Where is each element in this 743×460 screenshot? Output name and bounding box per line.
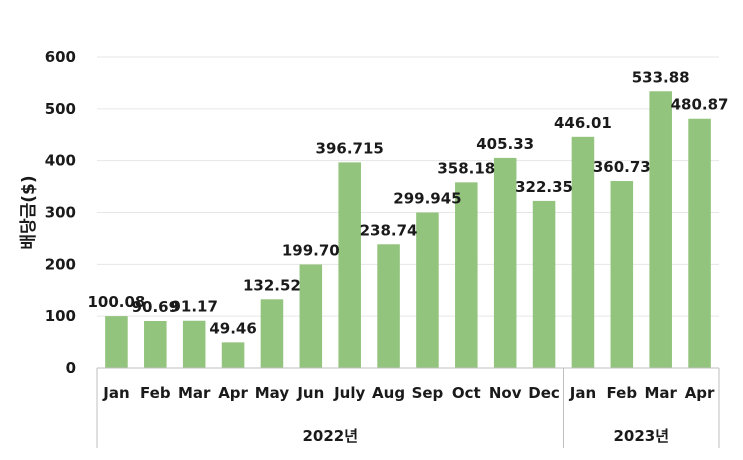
group-label: 2023년 (613, 427, 669, 445)
bar (338, 162, 361, 368)
data-label: 358.18 (437, 159, 495, 177)
data-label: 299.945 (393, 190, 461, 208)
x-tick-label: Feb (607, 384, 638, 402)
bar (182, 320, 206, 368)
data-label: 533.88 (632, 68, 690, 86)
x-tick-label: Mar (178, 384, 211, 402)
bar (493, 157, 517, 368)
bar (105, 316, 128, 368)
data-label: 480.87 (671, 96, 729, 114)
axes: 0 100 200 300 400 500 600 Jan Feb Mar Apr May Jun Jul… (45, 48, 720, 448)
bar (610, 181, 634, 368)
x-tick-label: July (333, 384, 365, 402)
bars (105, 91, 711, 368)
group-label: 2022년 (302, 427, 358, 445)
data-label: 396.715 (316, 139, 384, 157)
bar (377, 244, 400, 368)
y-tick-label: 0 (66, 359, 76, 377)
data-label: 100.08 (87, 293, 145, 311)
bar (416, 212, 439, 368)
y-tick-label: 100 (45, 307, 76, 325)
data-label: 446.01 (554, 114, 612, 132)
x-tick-label: Dec (528, 384, 560, 402)
data-label: 90.69 (132, 298, 179, 316)
data-label: 405.33 (476, 135, 534, 153)
bar (144, 320, 167, 368)
data-label: 49.46 (209, 319, 256, 337)
x-tick-label: May (255, 384, 290, 402)
y-tick-label: 600 (45, 48, 76, 66)
x-tick-label: Aug (372, 384, 405, 402)
x-tick-label: Oct (452, 384, 481, 402)
x-tick-label: Sep (412, 384, 444, 402)
y-tick-label: 300 (45, 204, 76, 222)
x-tick-label: Nov (489, 384, 522, 402)
bar (532, 200, 556, 368)
bar (688, 118, 711, 368)
x-tick-label: Feb (140, 384, 171, 402)
bar (221, 342, 245, 368)
y-tick-label: 200 (45, 255, 76, 273)
data-label: 238.74 (360, 221, 418, 239)
y-tick-label: 500 (45, 100, 76, 118)
x-tick-label: Jan (102, 384, 129, 402)
x-tick-label: Apr (218, 384, 248, 402)
x-tick-label: Mar (644, 384, 677, 402)
bar (455, 182, 478, 368)
x-tick-label: Jan (569, 384, 596, 402)
data-label: 91.17 (170, 298, 217, 316)
x-tick-label: Jun (296, 384, 324, 402)
bar (299, 264, 323, 368)
data-label: 360.73 (593, 158, 651, 176)
data-label: 132.52 (243, 276, 301, 294)
x-tick-label: Apr (685, 384, 715, 402)
data-label: 322.35 (515, 178, 573, 196)
data-label: 199.70 (282, 241, 340, 259)
y-axis-label: 배당금($) (19, 175, 39, 249)
bar (649, 91, 672, 368)
y-tick-label: 400 (45, 152, 76, 170)
bar (260, 299, 284, 368)
bar (571, 136, 595, 368)
